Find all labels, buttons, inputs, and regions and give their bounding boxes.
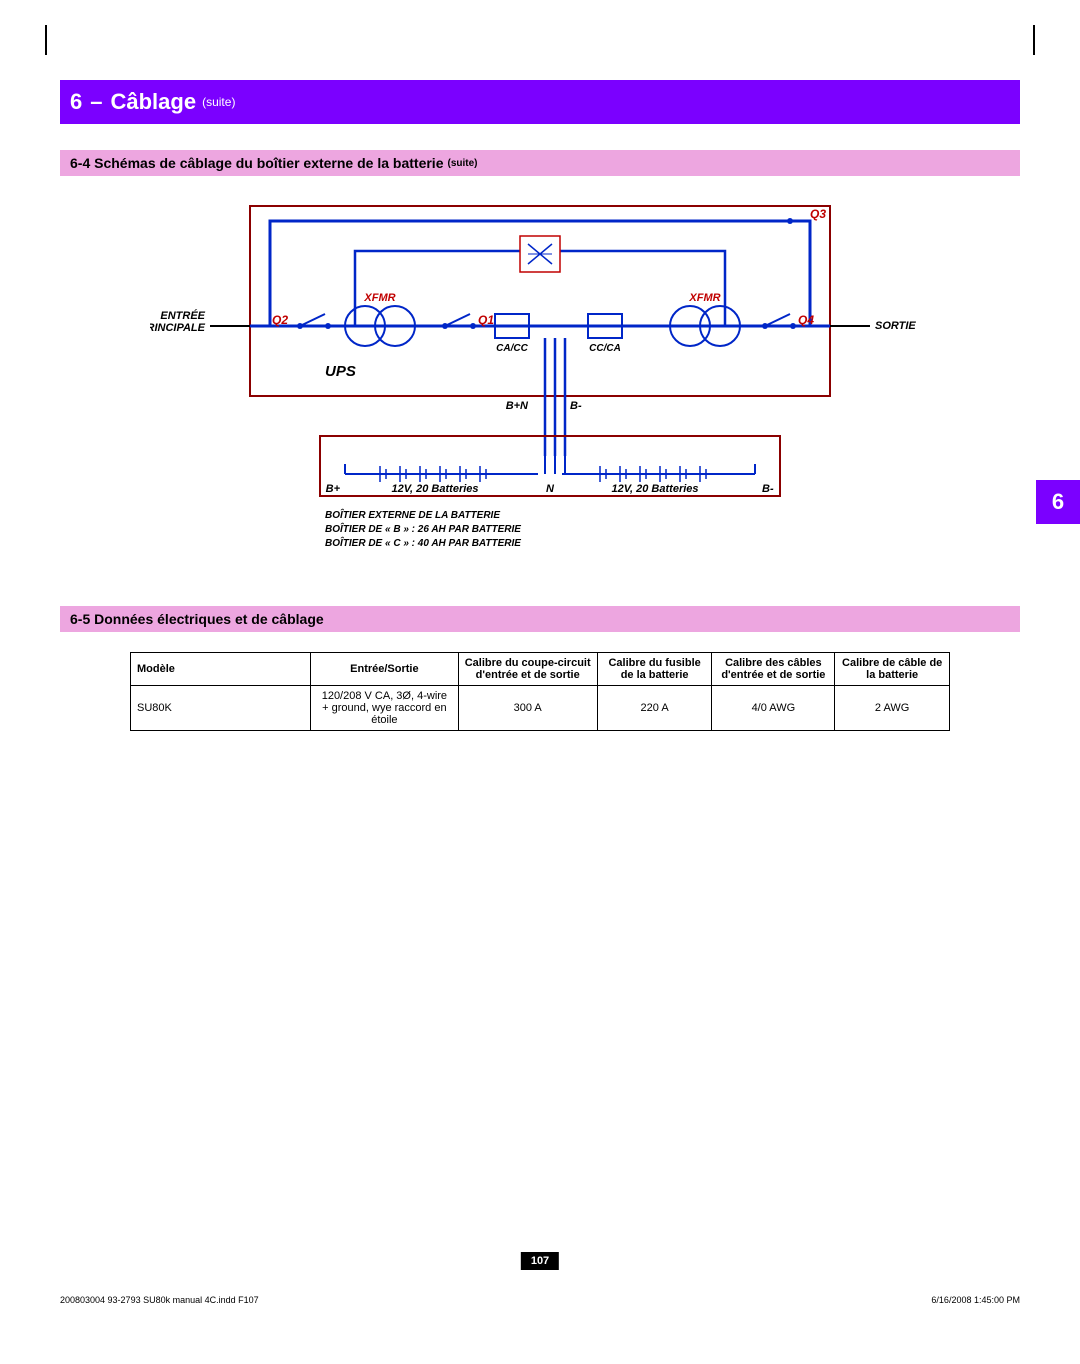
label-xfmr2: XFMR (688, 292, 720, 304)
label-n: N (546, 483, 555, 495)
td-fuse: 220 A (597, 686, 712, 731)
label-cacc: CA/CC (496, 343, 528, 354)
th-fuse: Calibre du fusible de la batterie (597, 653, 712, 686)
label-bpn: B+N (506, 400, 529, 412)
th-es: Entrée/Sortie (311, 653, 458, 686)
section-65-title: 6-5 Données électriques et de câblage (70, 611, 324, 627)
section-65-header: 6-5 Données électriques et de câblage (60, 606, 1020, 632)
label-box1: BOÎTIER EXTERNE DE LA BATTERIE (325, 508, 500, 521)
chapter-suffix: (suite) (202, 95, 235, 109)
td-wire-es: 4/0 AWG (712, 686, 835, 731)
footer-right: 6/16/2008 1:45:00 PM (931, 1295, 1020, 1305)
label-box2: BOÎTIER DE « B » : 26 AH PAR BATTERIE (325, 522, 521, 535)
crop-marks (60, 25, 1020, 55)
label-q4: Q4 (798, 313, 814, 327)
label-q3: Q3 (810, 207, 826, 221)
table-header-row: Modèle Entrée/Sortie Calibre du coupe-ci… (131, 653, 950, 686)
electrical-table: Modèle Entrée/Sortie Calibre du coupe-ci… (130, 652, 950, 731)
label-entree: ENTRÉEPRINCIPALE (150, 309, 206, 334)
page-number: 107 (521, 1252, 559, 1270)
label-batt2: 12V, 20 Batteries (611, 483, 698, 495)
td-modele: SU80K (131, 686, 311, 731)
label-ccca: CC/CA (589, 343, 621, 354)
side-tab: 6 (1036, 480, 1080, 524)
chapter-dash: – (90, 89, 102, 115)
section-64-header: 6-4 Schémas de câblage du boîtier extern… (60, 150, 1020, 176)
label-box3: BOÎTIER DE « C » : 40 AH PAR BATTERIE (325, 536, 521, 549)
td-breaker: 300 A (458, 686, 597, 731)
chapter-number: 6 (70, 89, 82, 115)
label-bplus: B+ (326, 483, 341, 495)
th-modele: Modèle (131, 653, 311, 686)
td-wire-batt: 2 AWG (835, 686, 950, 731)
label-ups: UPS (325, 363, 356, 380)
th-wire-es: Calibre des câbles d'entrée et de sortie (712, 653, 835, 686)
label-sortie: SORTIE (875, 320, 916, 332)
label-bminus: B- (762, 483, 774, 495)
td-es: 120/208 V CA, 3Ø, 4-wire + ground, wye r… (311, 686, 458, 731)
label-batt1: 12V, 20 Batteries (391, 483, 478, 495)
label-q1: Q1 (478, 313, 494, 327)
th-breaker: Calibre du coupe-circuit d'entrée et de … (458, 653, 597, 686)
label-q2: Q2 (272, 313, 288, 327)
chapter-title: Câblage (111, 89, 197, 115)
th-wire-batt: Calibre de câble de la batterie (835, 653, 950, 686)
footer: 200803004 93-2793 SU80k manual 4C.indd F… (60, 1295, 1020, 1305)
section-64-title: 6-4 Schémas de câblage du boîtier extern… (70, 155, 443, 171)
wiring-diagram: ENTRÉEPRINCIPALE SORTIE Q3 Q2 Q1 Q4 XFMR… (150, 196, 930, 576)
table-row: SU80K 120/208 V CA, 3Ø, 4-wire + ground,… (131, 686, 950, 731)
chapter-header: 6 – Câblage (suite) (60, 80, 1020, 124)
label-bm: B- (570, 400, 582, 412)
section-64-suffix: (suite) (447, 158, 477, 169)
label-xfmr1: XFMR (363, 292, 395, 304)
footer-left: 200803004 93-2793 SU80k manual 4C.indd F… (60, 1295, 259, 1305)
